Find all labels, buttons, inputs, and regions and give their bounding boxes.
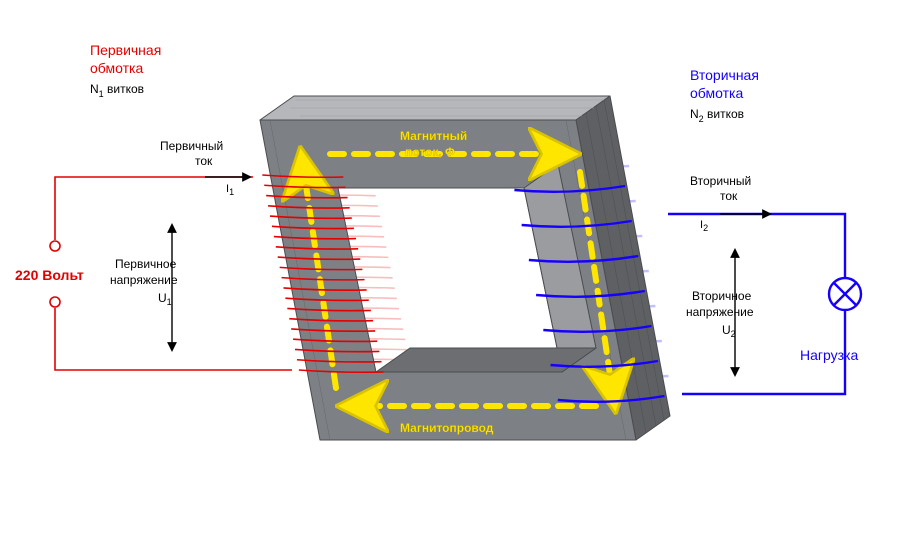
secondary-current-label-2: ток: [720, 189, 738, 203]
core-label: Магнитопровод: [400, 421, 494, 435]
n2-suffix: витков: [704, 107, 744, 121]
transformer-diagram: Первичная обмотка N1 витков Вторичная об…: [0, 0, 900, 549]
u1-symbol: U: [158, 291, 167, 305]
secondary-voltage-label-1: Вторичное: [692, 289, 752, 303]
i1-sub: 1: [229, 187, 234, 197]
secondary-voltage-label-2: напряжение: [686, 305, 754, 319]
u2-sub: 2: [731, 329, 736, 339]
secondary-circuit: [668, 214, 861, 394]
load-label: Нагрузка: [800, 347, 858, 363]
flux-label-1: Магнитный: [400, 129, 467, 143]
svg-text:I1: I1: [226, 183, 234, 197]
primary-winding-label-1: Первичная: [90, 42, 161, 58]
i2-sub: 2: [703, 223, 708, 233]
indicator-arrows: [172, 177, 770, 375]
svg-text:N1 витков: N1 витков: [90, 82, 144, 99]
load-symbol: [829, 278, 861, 310]
transformer-core: [260, 96, 670, 440]
secondary-winding-label-2: обмотка: [690, 85, 743, 101]
n1-suffix: витков: [104, 82, 144, 96]
primary-current-label-1: Первичный: [160, 139, 223, 153]
secondary-current-label-1: Вторичный: [690, 174, 751, 188]
u1-sub: 1: [167, 297, 172, 307]
source-label: 220 Вольт: [15, 267, 84, 283]
svg-text:I2: I2: [700, 219, 708, 233]
n2-symbol: N: [690, 107, 699, 121]
primary-voltage-label-1: Первичное: [115, 257, 177, 271]
svg-text:N2 витков: N2 витков: [690, 107, 744, 124]
primary-voltage-label-2: напряжение: [110, 273, 178, 287]
flux-label-2: поток, Φ: [405, 145, 455, 159]
u2-symbol: U: [722, 323, 731, 337]
svg-text:U2: U2: [722, 323, 736, 339]
primary-current-label-2: ток: [195, 154, 213, 168]
svg-text:U1: U1: [158, 291, 172, 307]
secondary-winding-label-1: Вторичная: [690, 67, 759, 83]
n1-symbol: N: [90, 82, 99, 96]
primary-winding-label-2: обмотка: [90, 60, 143, 76]
